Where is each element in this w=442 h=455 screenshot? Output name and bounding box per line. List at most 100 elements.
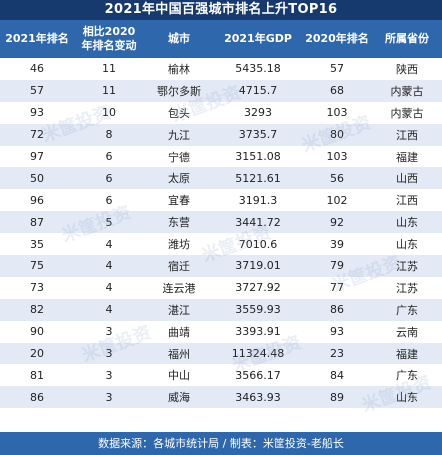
rank-change-cell: 6 [105,171,113,185]
rank-2021-cell: 72 [30,128,44,142]
province-cell: 内蒙古 [390,84,424,98]
table-header: 2021年排名 相比2020年排名变动 城市 2021年GDP 2020年排名 … [0,20,442,58]
rank-change-cell: 11 [102,84,116,98]
rank-2021-cell: 50 [30,171,44,185]
table-row: 75 4 宿迁 3719.01 79 江苏 [0,255,442,277]
province-cell: 山东 [396,391,418,405]
rank-change-cell: 6 [105,193,113,207]
rank-change-cell: 11 [102,62,116,76]
gdp-cell: 3463.93 [235,390,281,404]
city-cell: 福州 [168,347,190,361]
province-cell: 江苏 [396,281,418,295]
rank-change-cell: 6 [105,150,113,163]
table-row: 50 6 太原 5121.61 56 山西 [0,167,442,190]
province-cell: 广东 [396,303,418,317]
province-cell: 江西 [396,128,418,142]
city-cell: 中山 [168,369,190,383]
city-cell: 东营 [168,216,190,230]
rank-2021-cell: 87 [30,215,44,229]
gdp-cell: 3559.93 [235,303,281,317]
rank-2020-cell: 79 [330,259,344,273]
rank-2020-cell: 92 [330,215,344,229]
table-row: 35 4 潍坊 7010.6 39 山东 [0,233,442,256]
table-row: 81 3 中山 3566.17 84 广东 [0,364,442,387]
rank-change-cell: 4 [105,237,113,251]
table-row: 20 3 福州 11324.48 23 福建 [0,342,442,365]
gdp-cell: 3441.72 [235,215,281,229]
header-gdp-2021: 2021年GDP [224,32,292,45]
rank-change-cell: 8 [105,128,113,142]
table-row: 72 8 九江 3735.7 80 江西 [0,123,442,146]
province-cell: 云南 [396,325,418,339]
rank-2021-cell: 20 [30,347,44,361]
rank-2020-cell: 103 [326,150,348,163]
rank-2020-cell: 39 [330,237,344,251]
province-cell: 江西 [396,194,418,208]
city-cell: 包头 [168,106,190,120]
city-cell: 连云港 [162,281,196,295]
header-row: 2021年排名 相比2020年排名变动 城市 2021年GDP 2020年排名 … [0,20,442,58]
rank-change-cell: 3 [105,325,113,339]
rank-change-cell: 5 [105,215,113,229]
table-row: 82 4 湛江 3559.93 86 广东 [0,298,442,321]
table-row: 90 3 曲靖 3393.91 93 云南 [0,320,442,343]
rank-2021-cell: 82 [30,303,44,317]
gdp-cell: 3727.92 [235,281,281,295]
gdp-cell: 3151.08 [235,150,281,163]
gdp-cell: 3735.7 [238,128,278,142]
city-cell: 九江 [168,128,190,142]
gdp-cell: 11324.48 [231,347,285,361]
table-row: 57 11 鄂尔多斯 4715.7 68 内蒙古 [0,79,442,102]
table-row: 86 3 威海 3463.93 89 山东 [0,386,442,409]
city-cell: 榆林 [168,62,190,76]
rank-change-cell: 4 [105,281,113,295]
rank-2021-cell: 96 [30,193,44,207]
city-cell: 太原 [168,172,190,186]
gdp-cell: 5121.61 [235,171,281,185]
gdp-cell: 7010.6 [238,237,278,251]
rank-2020-cell: 80 [330,128,344,142]
table-row: 97 6 宁德 3151.08 103 福建 [0,145,442,168]
province-cell: 山东 [396,216,418,230]
rank-2021-cell: 90 [30,325,44,339]
province-cell: 福建 [396,347,418,361]
rank-2020-cell: 102 [326,193,348,207]
rank-change-cell: 10 [102,106,116,120]
table-title: 2021年中国百强城市排名上升TOP16 [0,0,442,20]
rank-2020-cell: 103 [326,106,348,120]
table-row: 73 4 连云港 3727.92 77 江苏 [0,276,442,299]
rank-change-cell: 4 [105,303,113,317]
rank-2020-cell: 68 [330,84,344,98]
gdp-cell: 3719.01 [235,259,281,273]
rank-2021-cell: 97 [30,150,44,163]
header-rank-2021: 2021年排名 [5,32,69,45]
city-cell: 威海 [168,391,190,405]
rank-2021-cell: 93 [30,106,44,120]
header-province: 所属省份 [385,32,429,45]
city-cell: 宿迁 [168,259,190,273]
city-cell: 潍坊 [168,238,190,252]
source-footer: 数据来源：各城市统计局 / 制表：米筐投资-老船长 [0,432,442,455]
rank-2021-cell: 86 [30,390,44,404]
gdp-cell: 3293 [244,106,272,120]
city-cell: 宁德 [168,150,190,164]
province-cell: 山西 [396,172,418,186]
rank-2021-cell: 57 [30,84,44,98]
header-rank-change-label: 相比2020年排名变动 [81,25,137,52]
province-cell: 广东 [396,369,418,383]
rank-2020-cell: 56 [330,171,344,185]
header-rank-2020: 2020年排名 [305,32,369,45]
table-row: 87 5 东营 3441.72 92 山东 [0,211,442,234]
gdp-cell: 4715.7 [238,84,278,98]
table-body: 46 11 榆林 5435.18 57 陕西 57 11 鄂尔多斯 4715.7 68 内蒙古 93 10… [0,58,442,409]
city-cell: 曲靖 [168,325,190,339]
table-row: 93 10 包头 3293 103 内蒙古 [0,101,442,124]
city-cell: 宜春 [168,194,190,208]
rank-2020-cell: 86 [330,303,344,317]
province-cell: 山东 [396,238,418,252]
rank-change-cell: 3 [105,368,113,382]
province-cell: 陕西 [396,62,418,76]
rank-2021-cell: 46 [30,62,44,76]
rank-2020-cell: 77 [330,281,344,295]
